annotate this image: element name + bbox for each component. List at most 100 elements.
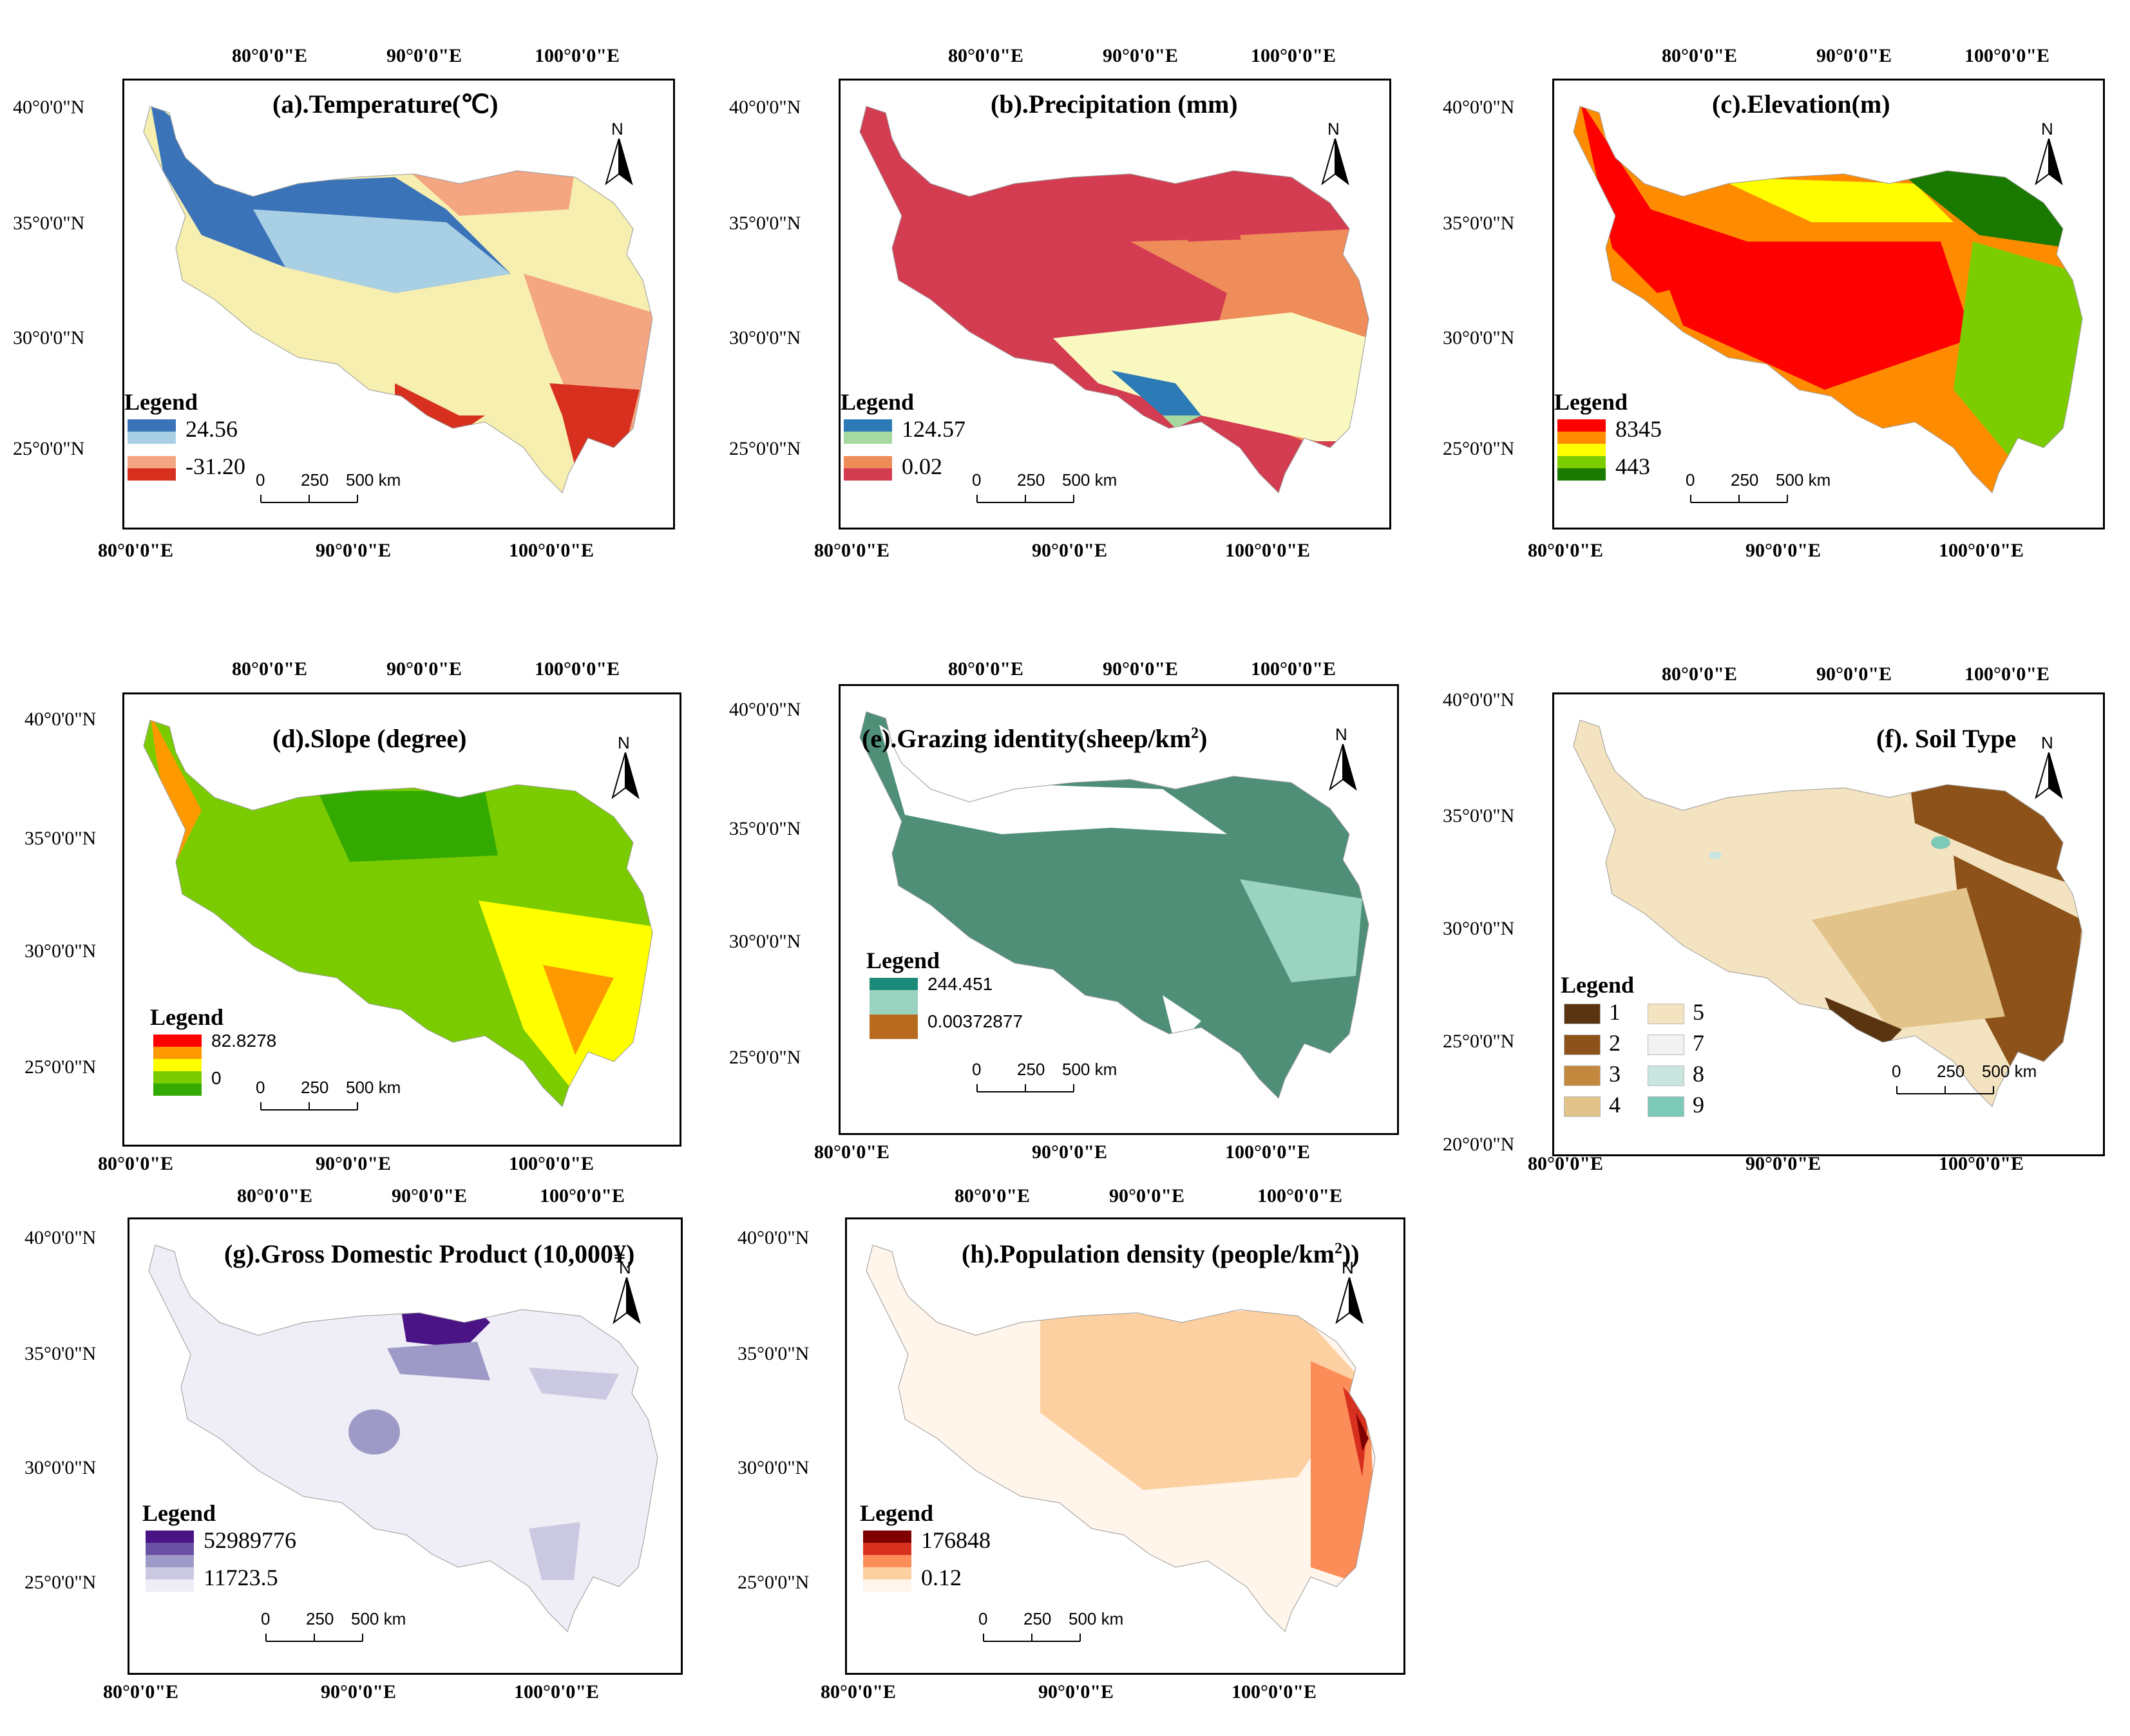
legend-ramp-step: [153, 1047, 202, 1059]
map-frame-b: (b).Precipitation (mm) N Legend 124.57 0.02 0…: [839, 79, 1391, 529]
latitude-label: 25°0'0"N: [24, 1056, 97, 1078]
panel-title-text: (b).Precipitation (mm): [991, 90, 1238, 119]
panel-title-b: (b).Precipitation (mm): [991, 89, 1238, 119]
slope-zone-steep-east: [543, 965, 614, 1055]
scale-bar: 0 250 500 km: [261, 1609, 406, 1648]
legend-max-value: 244.451: [927, 974, 993, 994]
plateau-map-b: [859, 106, 1369, 493]
bottom-longitude-label: 80°0'0"E: [98, 1153, 173, 1174]
legend-ramp-step: [128, 432, 176, 444]
bottom-longitude-label: 100°0'0"E: [1939, 540, 2024, 561]
top-longitude-label: 80°0'0"E: [948, 45, 1023, 66]
top-longitude-label: 90°0'0"E: [392, 1185, 467, 1207]
legend-ramp-step: [1557, 432, 1606, 444]
panel-title-text: (h).Population density (people/km: [962, 1239, 1335, 1268]
latitude-label: 40°0'0"N: [24, 709, 97, 730]
legend-ramp-step: [146, 1555, 194, 1567]
legend-ramp-step: [146, 1579, 194, 1592]
latitude-label: 35°0'0"N: [24, 828, 97, 849]
plateau-outline: [148, 1245, 658, 1632]
top-longitude-label: 100°0'0"E: [1257, 1185, 1342, 1207]
scale-label: 0: [261, 1609, 271, 1628]
latitude-label: 35°0'0"N: [1443, 213, 1515, 234]
top-longitude-label: 80°0'0"E: [948, 658, 1023, 680]
elev-zone-mid: [1715, 177, 1954, 222]
precip-zone-wettest: [1111, 370, 1201, 415]
plateau-outline: [859, 106, 1369, 493]
legend-ramp-step: [863, 1579, 911, 1592]
bottom-longitude-label: 80°0'0"E: [814, 1141, 889, 1163]
latitude-label: 25°0'0"N: [1443, 438, 1515, 459]
legend-ramp-step: [870, 1015, 918, 1027]
legend-ramp-step: [844, 419, 892, 432]
scale-label: 250: [1023, 1609, 1052, 1628]
legend-max-value: 82.8278: [211, 1031, 277, 1051]
scale-bar: 0 250 500 km: [1892, 1062, 2037, 1100]
plateau-outline: [859, 711, 1369, 1099]
precip-zone-humid: [1053, 312, 1369, 441]
top-longitude-label: 80°0'0"E: [232, 45, 307, 66]
plateau-map-a: [143, 106, 653, 493]
panel-title-a: (a).Temperature(℃): [272, 89, 498, 119]
scale-bar: 0 250 500 km: [256, 470, 401, 509]
legend-title: Legend: [841, 389, 915, 415]
bottom-longitude-label: 100°0'0"E: [1225, 540, 1310, 561]
latitude-label: 40°0'0"N: [1443, 689, 1515, 711]
bottom-longitude-label: 80°0'0"E: [98, 540, 173, 561]
soil-zone-9: [1931, 836, 1950, 849]
soil-class-label: 3: [1609, 1061, 1621, 1087]
top-longitude-label: 80°0'0"E: [232, 658, 307, 680]
soil-class-label: 4: [1609, 1092, 1621, 1118]
scale-label: 0: [1892, 1062, 1901, 1081]
bottom-longitude-label: 80°0'0"E: [1528, 540, 1603, 561]
latitude-label: 25°0'0"N: [1443, 1031, 1515, 1052]
latitude-label: 20°0'0"N: [1443, 1134, 1515, 1155]
bottom-longitude-label: 80°0'0"E: [1528, 1153, 1603, 1174]
scale-label: 0: [972, 1060, 982, 1079]
latitude-label: 25°0'0"N: [24, 1572, 97, 1593]
scale-label: 0: [1686, 470, 1695, 490]
bottom-longitude-label: 100°0'0"E: [1225, 1141, 1310, 1163]
scale-label: 500 km: [1982, 1062, 2037, 1081]
scale-label: 0: [256, 1078, 265, 1097]
latitude-label: 30°0'0"N: [737, 1457, 810, 1478]
latitude-label: 35°0'0"N: [737, 1343, 810, 1364]
legend-ramp-step: [844, 468, 892, 481]
plateau-outline: [866, 1245, 1376, 1632]
panel-title-text: (f). Soil Type: [1876, 724, 2017, 753]
scale-label: 500 km: [1062, 470, 1117, 490]
scale-bar: 0 250 500 km: [978, 1609, 1123, 1648]
north-label: N: [1342, 1258, 1354, 1277]
bottom-longitude-label: 90°0'0"E: [321, 1681, 396, 1703]
panel-title-text: (d).Slope (degree): [272, 724, 467, 753]
plateau-map-e: [859, 711, 1369, 1099]
legend-ramp-step: [128, 456, 176, 468]
soil-class-swatch: [1564, 1065, 1601, 1086]
latitude-label: 30°0'0"N: [24, 940, 97, 962]
plateau-map-g: [148, 1245, 658, 1632]
panel-title-g: (g).Gross Domestic Product (10,000¥): [224, 1239, 634, 1269]
legend-ramp-step: [1557, 419, 1606, 432]
panel-title-end: )): [1342, 1239, 1360, 1268]
latitude-label: 35°0'0"N: [24, 1343, 97, 1364]
legend-ramp-step: [870, 1027, 918, 1039]
gdp-zone-base: [149, 1245, 658, 1632]
legend-min-value: 0.02: [902, 453, 942, 479]
scale-label: 500 km: [351, 1609, 406, 1628]
panel-title-c: (c).Elevation(m): [1712, 89, 1890, 119]
scale-label: 0: [978, 1609, 988, 1628]
top-longitude-label: 90°0'0"E: [386, 45, 462, 66]
soil-class-label: 5: [1693, 999, 1704, 1025]
latitude-label: 25°0'0"N: [737, 1572, 810, 1593]
plateau-map-c: [1573, 106, 2083, 493]
scale-label: 500 km: [346, 470, 401, 490]
map-frame-e: (e).Grazing identity(sheep/km2) N Legend 24…: [839, 684, 1399, 1135]
latitude-label: 25°0'0"N: [729, 1047, 801, 1068]
elev-zone-low-east: [1954, 242, 2082, 467]
legend-max-value: 8345: [1615, 416, 1662, 442]
pop-zone-low: [1040, 1310, 1362, 1490]
graze-zone-none: [879, 725, 1227, 834]
scale-bar: 0 250 500 km: [972, 1060, 1117, 1098]
bottom-longitude-label: 80°0'0"E: [814, 540, 889, 561]
soil-class-swatch: [1648, 1096, 1684, 1117]
